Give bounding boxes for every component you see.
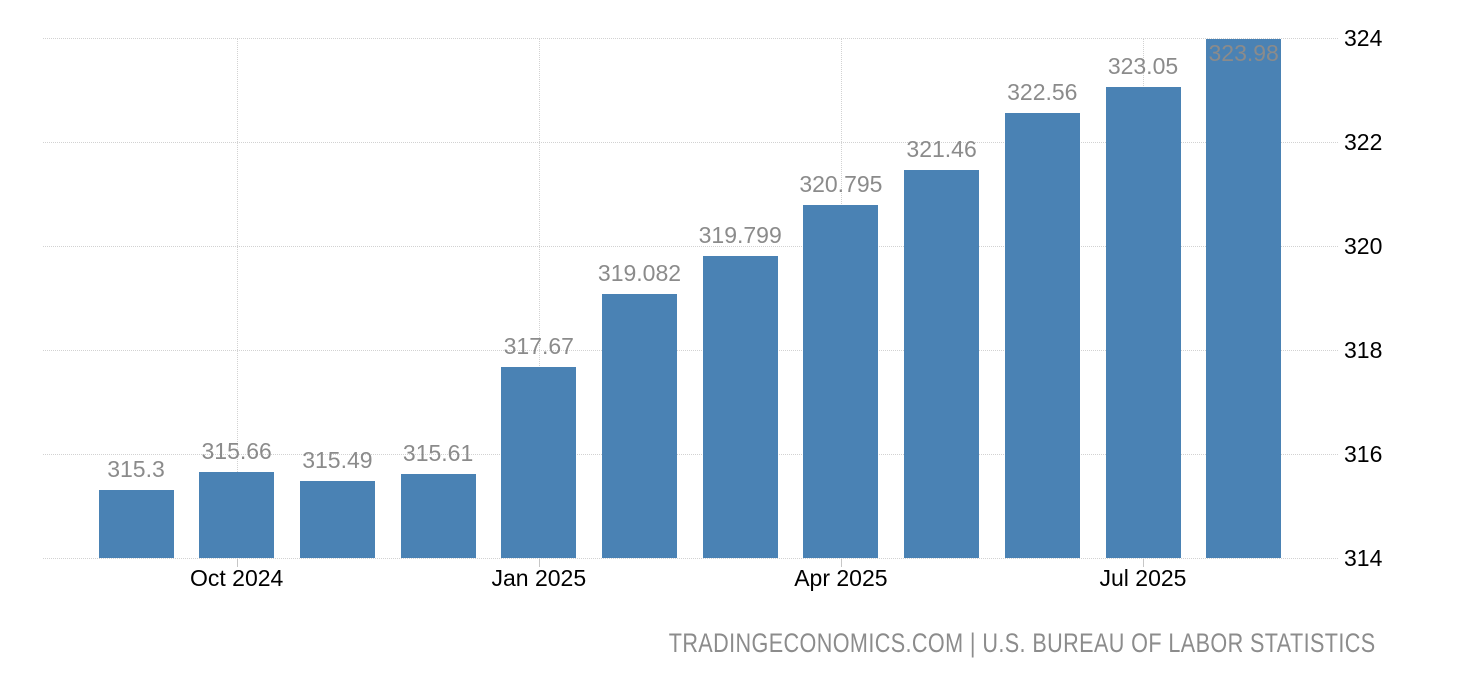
bar-322.56[interactable] [1004, 112, 1080, 558]
bar-value-label: 315.66 [201, 437, 272, 464]
h-gridline-314 [43, 558, 1338, 559]
source-attribution: TRADINGECONOMICS.COM | U.S. BUREAU OF LA… [669, 628, 1376, 658]
h-gridline-318 [43, 350, 1338, 351]
bar-319.082[interactable] [602, 293, 677, 558]
bar-value-label: 319.799 [698, 222, 782, 249]
bar-value-label: 317.67 [503, 333, 574, 360]
x-tick-mark [1143, 559, 1144, 567]
x-tick-mark [538, 559, 540, 567]
x-tick-label: Apr 2025 [794, 565, 888, 591]
y-tick-label: 314 [1344, 545, 1383, 571]
bar-319.799[interactable] [702, 256, 778, 558]
bar-323.05[interactable] [1105, 87, 1181, 558]
bar-315.49[interactable] [299, 480, 375, 558]
x-tick-label: Jan 2025 [491, 565, 587, 591]
plot-area: 315.3 315.66 315.49 315.61 317.67 319.082 319.… [43, 38, 1338, 559]
v-gridline [538, 38, 540, 558]
h-gridline-316 [43, 454, 1338, 455]
bar-value-label: 322.56 [1007, 78, 1078, 105]
bar-320.795[interactable] [803, 204, 879, 558]
bar-value-label: 315.61 [402, 440, 474, 467]
bar-321.46[interactable] [904, 170, 980, 558]
bar-value-label: 321.46 [906, 136, 977, 163]
bar-317.67[interactable] [501, 367, 577, 558]
bar-value-label: 315.49 [302, 446, 373, 473]
h-gridline-322 [43, 142, 1338, 143]
bar-value-label: 323.98 [1208, 40, 1279, 66]
bar-315.3[interactable] [98, 490, 174, 558]
x-tick-label: Oct 2024 [190, 565, 284, 591]
y-tick-label: 320 [1344, 233, 1383, 259]
h-gridline-320 [43, 246, 1338, 247]
bar-value-label: 323.05 [1107, 53, 1179, 80]
bar-value-label: 319.082 [597, 259, 682, 286]
bar-315.66[interactable] [199, 471, 275, 558]
bar-315.61[interactable] [400, 474, 476, 558]
y-tick-label: 322 [1344, 129, 1383, 155]
x-tick-mark [236, 559, 238, 567]
y-tick-label: 316 [1344, 441, 1383, 467]
bar-value-label: 315.3 [107, 456, 165, 483]
y-tick-label: 324 [1344, 25, 1383, 51]
h-gridline-324 [43, 38, 1338, 39]
bar-value-label: 320.795 [799, 170, 883, 197]
v-gridline [236, 38, 238, 558]
y-tick-label: 318 [1344, 337, 1383, 363]
x-tick-label: Jul 2025 [1099, 565, 1187, 591]
x-tick-mark [840, 559, 842, 567]
bar-323.98[interactable] [1206, 39, 1282, 558]
